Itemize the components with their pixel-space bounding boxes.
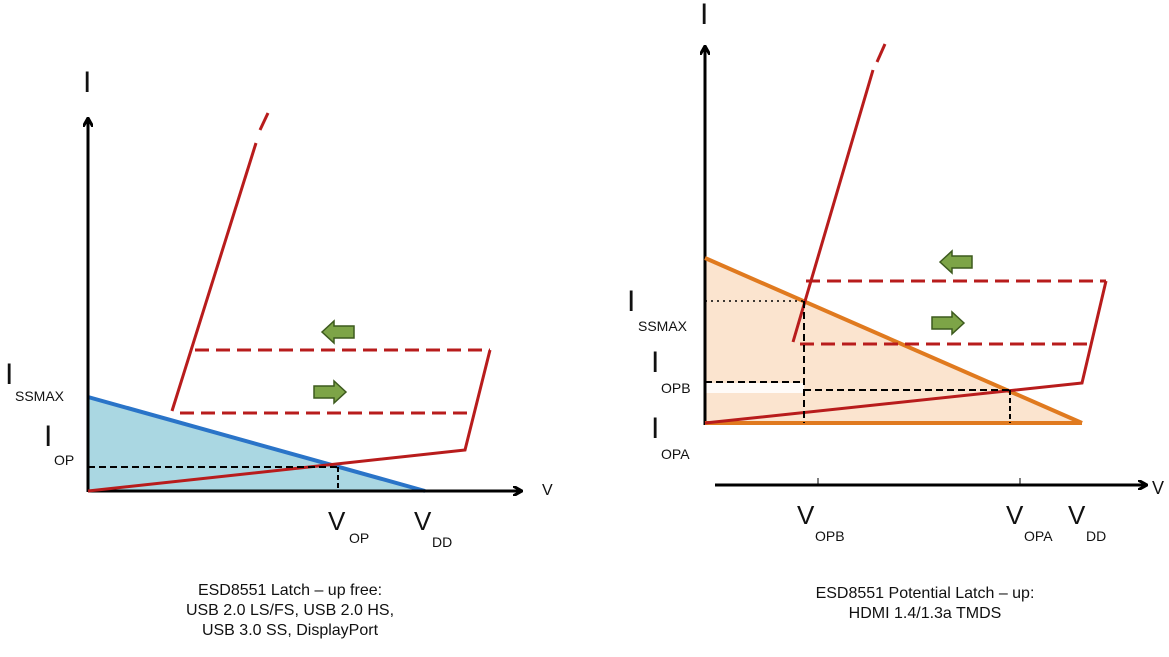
right-vdd-sub: DD	[1086, 528, 1106, 544]
right-issmax-main: I	[627, 285, 635, 318]
right-vopa-main: V	[1006, 500, 1024, 530]
right-vopb-sub: OPB	[815, 528, 845, 544]
left-issmax-main: I	[5, 358, 13, 391]
left-snapback-dash	[258, 112, 270, 131]
right-opb-highlight	[706, 383, 804, 393]
left-iv-curve	[87, 349, 492, 493]
left-snapback-line	[170, 142, 258, 412]
right-load-line	[704, 256, 1083, 425]
right-iv-curve	[704, 280, 1108, 425]
right-issmax-sub: SSMAX	[638, 318, 688, 334]
right-vopb-main: V	[797, 500, 815, 530]
right-y-axis-label: I	[700, 0, 708, 31]
left-arrow-right-icon	[313, 379, 348, 405]
right-iopb-main: I	[651, 346, 659, 379]
right-iopb-sub: OPB	[661, 380, 691, 396]
left-vdd-sub: DD	[432, 534, 452, 550]
left-iop-main: I	[44, 420, 52, 453]
right-iopa-main: I	[651, 412, 659, 445]
right-caption-line-1: ESD8551 Potential Latch – up:	[815, 585, 1035, 602]
right-diagram: I V I SSMAX I OPB I OPA V OPB V OPA V DD	[627, 0, 1164, 544]
right-vdd-main: V	[1068, 500, 1086, 530]
right-iopa-sub: OPA	[661, 446, 690, 462]
left-caption-line-2: USB 2.0 LS/FS, USB 2.0 HS,	[185, 602, 395, 619]
left-caption-line-3: USB 3.0 SS, DisplayPort	[201, 622, 379, 639]
right-x-axis-label: V	[1152, 478, 1164, 498]
left-diagram: I V I SSMAX I OP V OP V DD	[5, 66, 553, 550]
left-vop-main: V	[328, 506, 346, 536]
right-snapback-dash	[875, 43, 887, 63]
left-arrow-left-icon	[320, 319, 355, 345]
left-vop-sub: OP	[349, 530, 369, 546]
right-arrow-left-icon	[938, 249, 973, 275]
right-caption: ESD8551 Potential Latch – up: HDMI 1.4/1…	[770, 584, 1080, 624]
left-vdd-main: V	[414, 506, 432, 536]
left-caption-line-1: ESD8551 Latch – up free:	[197, 582, 383, 599]
right-vopa-sub: OPA	[1024, 528, 1053, 544]
left-x-axis-label: V	[542, 482, 553, 499]
left-load-line	[87, 395, 426, 493]
right-snapback-line	[791, 69, 875, 343]
left-y-axis-label: I	[83, 66, 91, 99]
left-iop-sub: OP	[54, 452, 74, 468]
right-arrow-right-icon	[931, 310, 966, 336]
left-issmax-sub: SSMAX	[15, 388, 65, 404]
left-caption: ESD8551 Latch – up free: USB 2.0 LS/FS, …	[150, 581, 430, 641]
right-caption-line-2: HDMI 1.4/1.3a TMDS	[848, 605, 1002, 622]
